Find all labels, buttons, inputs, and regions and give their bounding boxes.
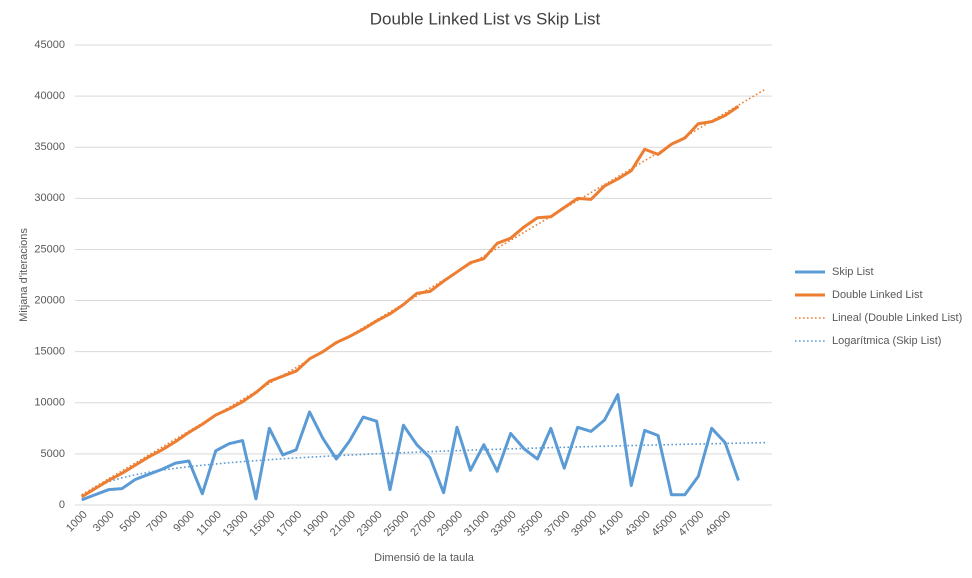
series-line (81, 393, 740, 502)
series-line (80, 105, 740, 499)
legend-label: Skip List (832, 266, 874, 278)
y-tick-label: 0 (59, 499, 65, 511)
chart-title: Double Linked List vs Skip List (370, 9, 601, 28)
y-tick-label: 30000 (34, 192, 65, 204)
y-tick-label: 45000 (34, 39, 65, 51)
legend-label: Lineal (Double Linked List) (832, 312, 962, 324)
y-axis-title: Mitjana d'iteracions (18, 228, 30, 322)
y-tick-label: 15000 (34, 346, 65, 358)
y-tick-label: 5000 (41, 448, 65, 460)
x-axis-title: Dimensió de la taula (374, 552, 475, 564)
y-tick-label: 25000 (34, 243, 65, 255)
y-tick-label: 10000 (34, 397, 65, 409)
legend-label: Logarítmica (Skip List) (832, 335, 941, 347)
y-tick-label: 20000 (34, 294, 65, 306)
y-tick-label: 40000 (34, 90, 65, 102)
y-tick-label: 35000 (34, 141, 65, 153)
legend-label: Double Linked List (832, 289, 923, 301)
